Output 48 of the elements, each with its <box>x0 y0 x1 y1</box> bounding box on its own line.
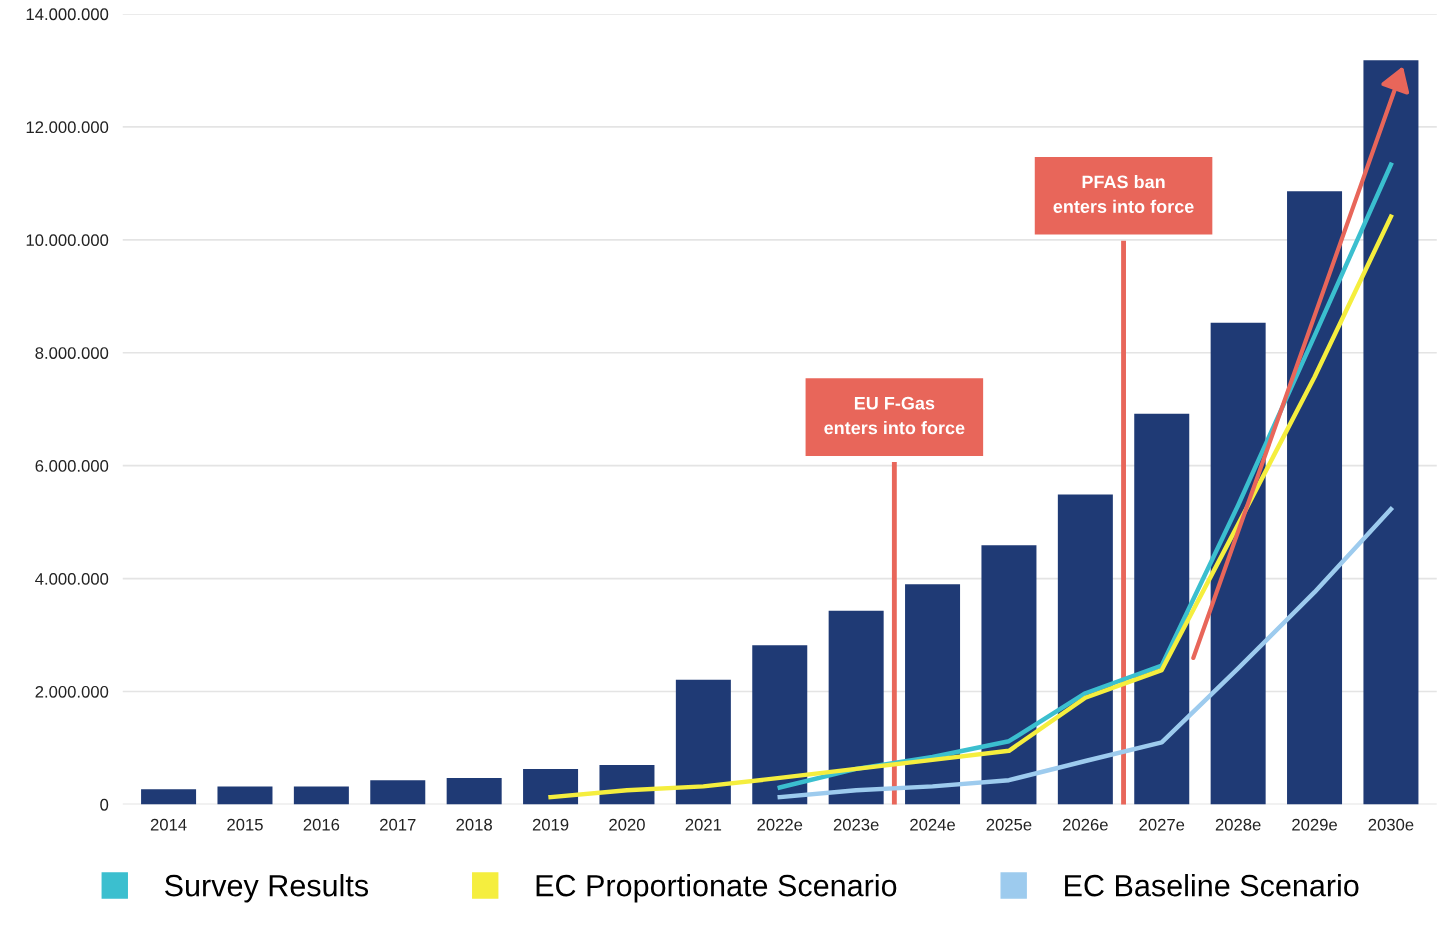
x-tick-label: 2023e <box>833 818 879 831</box>
x-tick-label: 2016 <box>303 818 340 831</box>
y-tick-label: 6.000.000 <box>35 460 109 472</box>
bar <box>1210 322 1266 805</box>
x-tick-label: 2017 <box>380 818 416 831</box>
ref-line-label: EU F-Gas enters into force <box>824 396 965 435</box>
bar <box>752 645 808 805</box>
bar <box>1287 191 1343 805</box>
bar <box>217 786 273 805</box>
y-tick-label: 0 <box>100 798 109 811</box>
bar <box>293 786 349 805</box>
x-tick-label: 2015 <box>227 818 263 831</box>
y-tick-label: 10.000.000 <box>26 234 109 247</box>
bar <box>1134 413 1190 805</box>
x-tick-label: 2022e <box>757 818 803 831</box>
ref-line-label: PFAS ban enters into force <box>1053 175 1194 213</box>
y-tick-label: 4.000.000 <box>35 572 109 585</box>
line-series <box>777 506 1394 800</box>
x-tick-label: 2014 <box>150 818 187 831</box>
x-tick-label: 2029e <box>1292 818 1337 831</box>
bar <box>905 584 961 805</box>
bar <box>523 768 579 805</box>
x-tick-label: 2026e <box>1063 818 1108 831</box>
bar <box>828 610 884 805</box>
bar <box>1363 60 1419 805</box>
line-series <box>548 214 1394 800</box>
x-tick-label: 2027e <box>1139 818 1185 831</box>
bar <box>1057 494 1113 805</box>
x-tick-label: 2020 <box>609 818 645 831</box>
y-tick-label: 14.000.000 <box>26 8 109 21</box>
x-tick-label: 2024e <box>910 818 955 831</box>
bar <box>141 789 197 805</box>
y-tick-label: 8.000.000 <box>35 347 109 359</box>
legend-label: EC Proportionate Scenario <box>536 874 897 903</box>
x-tick-label: 2028e <box>1215 818 1261 831</box>
legend-label: Survey Results <box>165 874 369 903</box>
bar <box>370 780 426 805</box>
bar <box>981 545 1037 805</box>
x-tick-label: 2019 <box>532 818 569 831</box>
x-tick-label: 2030e <box>1368 818 1414 831</box>
y-tick-label: 2.000.000 <box>35 685 109 698</box>
y-tick-label: 12.000.000 <box>26 121 109 134</box>
bar <box>675 679 731 805</box>
x-tick-label: 2025e <box>986 818 1032 831</box>
legend-label: EC Baseline Scenario <box>1065 874 1359 897</box>
x-tick-label: 2018 <box>456 818 492 831</box>
bar <box>446 777 502 805</box>
x-tick-label: 2021 <box>685 818 722 831</box>
